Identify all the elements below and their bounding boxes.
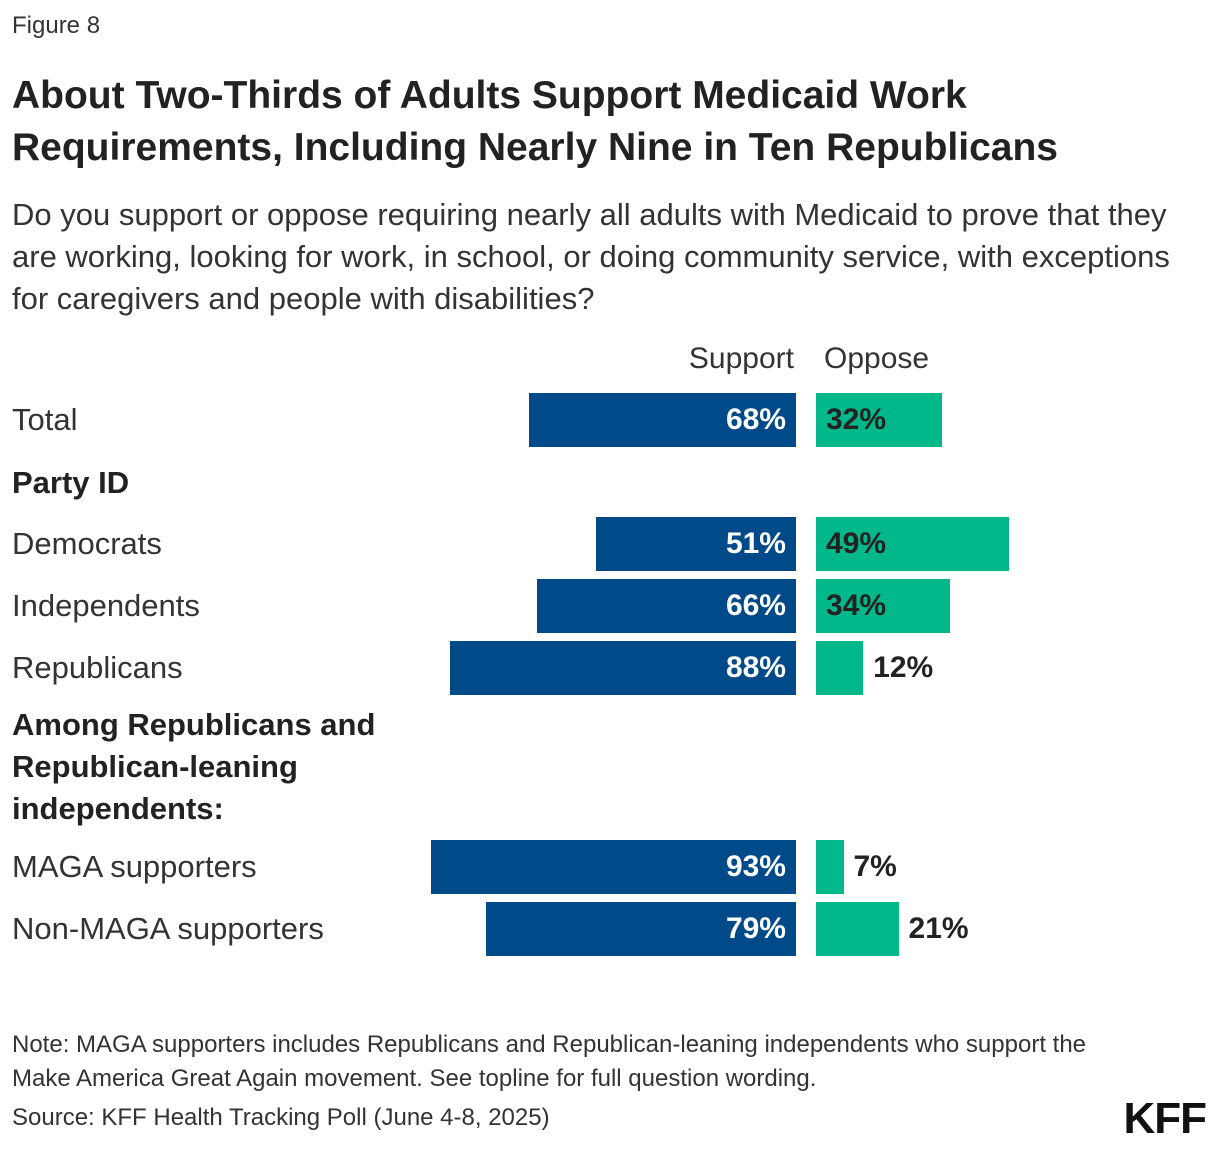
- support-bar: 51%: [595, 517, 796, 571]
- legend-support: Support: [688, 342, 794, 375]
- chart-note: Note: MAGA supporters includes Republica…: [12, 1031, 1087, 1092]
- oppose-bar: [816, 579, 950, 633]
- oppose-value-label: 12%: [873, 651, 934, 684]
- chart-subtitle: Do you support or oppose requiring nearl…: [12, 197, 1170, 316]
- chart-source: Source: KFF Health Tracking Poll (June 4…: [12, 1104, 550, 1131]
- support-bar: 79%: [485, 902, 796, 956]
- oppose-value-label: 7%: [853, 850, 897, 883]
- row-label: Independents: [12, 588, 200, 623]
- oppose-bar: [816, 393, 942, 447]
- oppose-bar: [816, 840, 844, 894]
- row-label: Total: [12, 402, 78, 437]
- oppose-bar: [816, 641, 864, 695]
- oppose-value-label: 49%: [826, 527, 887, 560]
- row-label: Republicans: [12, 650, 183, 685]
- figure-label: Figure 8: [12, 12, 101, 39]
- row-label: MAGA supporters: [12, 849, 257, 884]
- support-bar: 68%: [528, 393, 796, 447]
- row-label: Democrats: [12, 526, 162, 561]
- oppose-bar: [816, 517, 1009, 571]
- support-bar: 88%: [450, 641, 796, 695]
- oppose-value-label: 21%: [908, 912, 969, 945]
- oppose-value-label: 34%: [826, 589, 887, 622]
- group-label: Among Republicans and Republican-leaning…: [12, 707, 376, 826]
- oppose-bar: [816, 902, 899, 956]
- group-label: Party ID: [12, 465, 130, 500]
- support-bar: 66%: [536, 579, 796, 633]
- oppose-value-label: 32%: [826, 403, 887, 436]
- kff-logo: KFF: [1123, 1094, 1207, 1143]
- row-label: Non-MAGA supporters: [12, 911, 324, 946]
- support-bar: 93%: [430, 840, 796, 894]
- chart-title: About Two-Thirds of Adults Support Medic…: [12, 74, 1058, 169]
- legend-oppose: Oppose: [824, 342, 930, 375]
